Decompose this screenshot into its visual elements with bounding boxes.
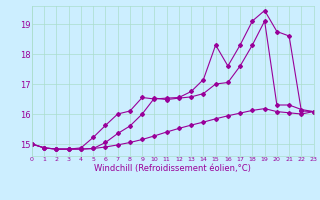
X-axis label: Windchill (Refroidissement éolien,°C): Windchill (Refroidissement éolien,°C) <box>94 164 251 173</box>
